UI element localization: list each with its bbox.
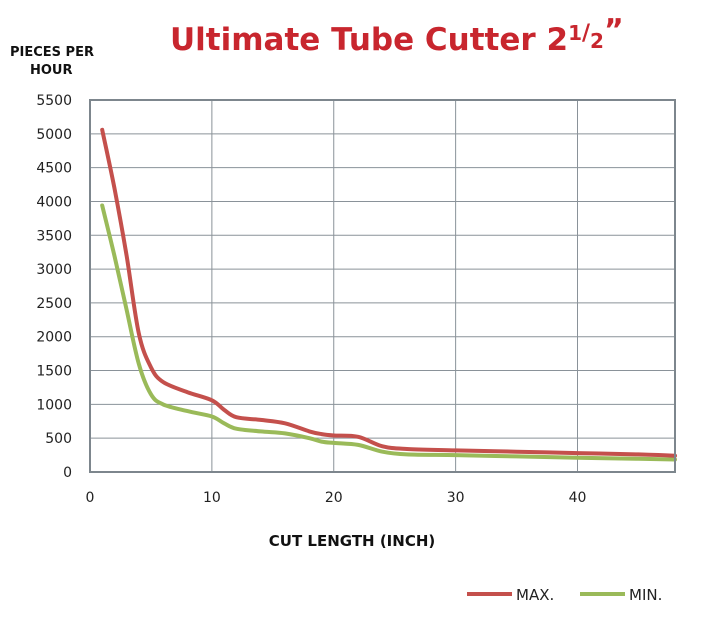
y-tick-label: 2000 — [36, 330, 72, 346]
series-lines — [100, 127, 677, 462]
y-tick-label: 4500 — [36, 161, 72, 177]
x-tick-label: 20 — [325, 490, 343, 506]
y-tick-label: 5500 — [36, 93, 72, 109]
y-axis-label-line2: HOUR — [30, 63, 73, 78]
chart-title-denominator: 2 — [590, 29, 604, 53]
legend-label-max: MAX. — [516, 586, 554, 604]
y-tick-label: 1000 — [36, 397, 72, 413]
axis-ticks: 0 500 1000 1500 2000 2500 3000 3500 4000 4500 5000… — [36, 93, 586, 506]
x-tick-label: 40 — [569, 490, 587, 506]
legend: MAX. MIN. — [467, 586, 662, 604]
y-tick-label: 3500 — [36, 228, 72, 244]
x-tick-label: 30 — [447, 490, 465, 506]
chart-title-slash: / — [582, 21, 591, 46]
y-tick-label: 2500 — [36, 296, 72, 312]
chart-title-numerator: 1 — [568, 21, 582, 45]
plot-frame — [89, 99, 676, 473]
chart-title: Ultimate Tube Cutter 21/2” — [170, 13, 624, 58]
chart-title-quote: ” — [604, 13, 624, 48]
y-tick-label: 500 — [45, 431, 72, 447]
x-tick-label: 10 — [203, 490, 221, 506]
y-tick-label: 1500 — [36, 364, 72, 380]
y-tick-label: 4000 — [36, 194, 72, 210]
y-tick-label: 0 — [63, 465, 72, 481]
chart-title-main: Ultimate Tube Cutter 2 — [170, 22, 568, 58]
x-tick-label: 0 — [86, 490, 95, 506]
y-tick-label: 3000 — [36, 262, 72, 278]
y-tick-label: 5000 — [36, 127, 72, 143]
series-line-min — [100, 203, 677, 462]
legend-label-min: MIN. — [629, 586, 662, 604]
series-line-max — [100, 127, 677, 458]
x-axis-label: CUT LENGTH (INCH) — [269, 532, 435, 550]
y-axis-label-line1: PIECES PER — [10, 45, 94, 60]
grid — [90, 99, 675, 473]
